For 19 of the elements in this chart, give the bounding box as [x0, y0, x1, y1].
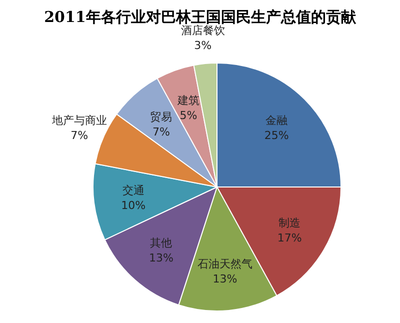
slice-label: 石油天然气	[197, 257, 252, 270]
slice-label: 地产与商业	[50, 114, 107, 127]
data-label: 17%	[277, 231, 302, 244]
slice-label: 酒店餐饮	[180, 24, 225, 38]
slice-label: 交通	[122, 184, 144, 198]
slice-label: 贸易	[150, 110, 172, 124]
data-label: 25%	[264, 128, 289, 142]
data-label: 13%	[149, 252, 174, 265]
slice-label: 其他	[150, 236, 172, 250]
slice-label: 制造	[278, 216, 301, 230]
data-label: 5%	[180, 109, 198, 122]
data-label: 3%	[194, 39, 212, 52]
data-label: 13%	[212, 272, 238, 286]
chart-title: 2011年各行业对巴林王国国民生产总值的贡献	[44, 8, 357, 26]
slice-label: 金融	[266, 114, 288, 127]
data-label: 7%	[152, 125, 170, 138]
data-label: 10%	[121, 199, 146, 212]
data-label: 7%	[70, 128, 88, 142]
slice-label: 建筑	[176, 94, 200, 108]
